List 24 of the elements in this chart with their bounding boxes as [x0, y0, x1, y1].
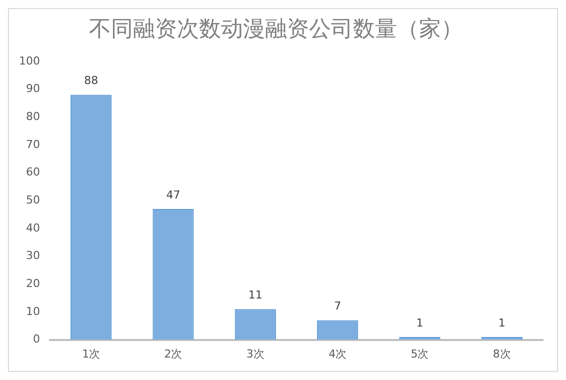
y-tick-label: 20: [26, 276, 40, 290]
data-label: 7: [334, 300, 342, 313]
x-tick-label: 5次: [410, 347, 429, 360]
x-tick-label: 2次: [164, 347, 182, 360]
x-tick-label: 8次: [492, 347, 511, 360]
x-tick-label: 1次: [82, 347, 100, 360]
x-tick-label: 3次: [246, 347, 264, 360]
y-tick-label: 70: [26, 138, 40, 151]
y-tick-label: 80: [26, 110, 40, 123]
y-tick-label: 10: [26, 304, 40, 318]
data-label: 88: [84, 74, 98, 88]
chart-title: 不同融资次数动漫融资公司数量（家）: [89, 16, 463, 42]
x-tick-label: 4次: [328, 347, 347, 360]
y-tick-label: 90: [26, 82, 40, 96]
data-label: 11: [248, 288, 262, 302]
y-tick-label: 0: [32, 332, 40, 346]
data-label: 47: [166, 188, 180, 202]
y-tick-label: 40: [26, 221, 40, 234]
data-label: 1: [416, 316, 424, 330]
y-tick-label: 50: [26, 193, 40, 206]
data-label: 1: [498, 316, 506, 330]
y-tick-label: 30: [26, 249, 40, 262]
y-tick-label: 60: [26, 166, 40, 179]
y-tick-label: 100: [18, 54, 40, 68]
